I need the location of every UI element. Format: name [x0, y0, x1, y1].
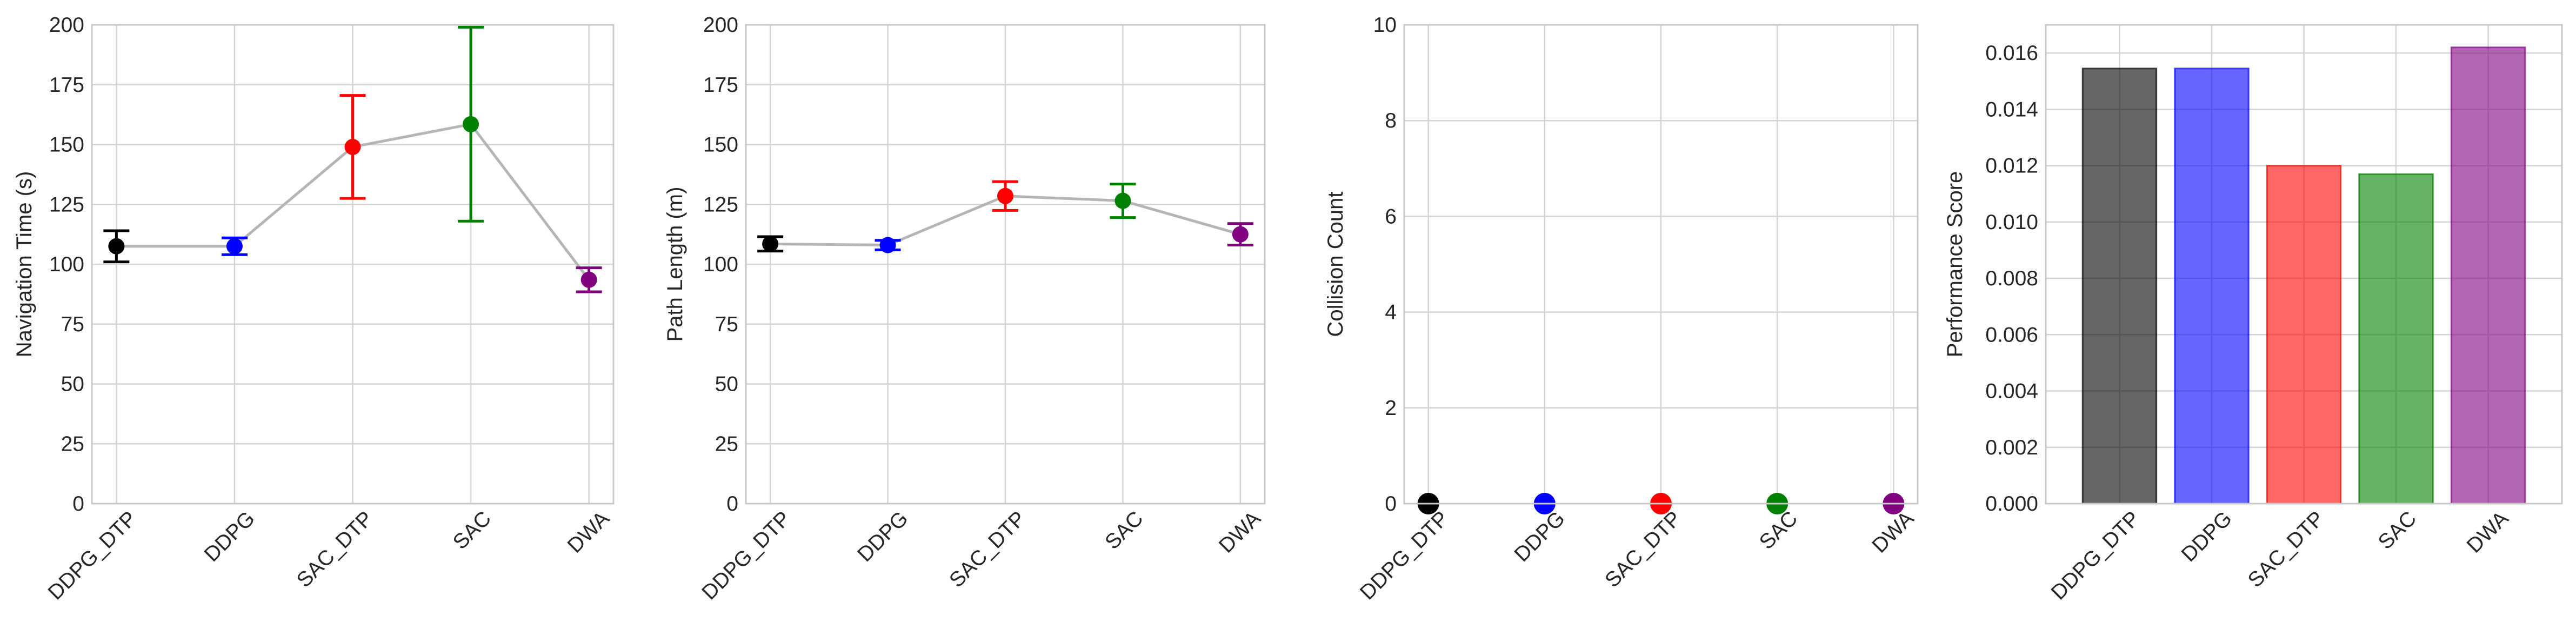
y-tick-label: 150 [703, 133, 738, 157]
bar-dwa [2450, 46, 2526, 505]
data-point-ddpg-dtp [108, 238, 125, 255]
y-tick-label: 0.006 [1985, 323, 2038, 346]
x-tick-label: DDPG_DTP [44, 507, 142, 605]
x-tick-label: DWA [1868, 507, 1919, 558]
y-tick-label: 10 [1373, 14, 1397, 37]
y-tick-label: 50 [715, 373, 738, 396]
y-tick-label: 175 [49, 73, 84, 97]
y-axis-label: Path Length (m) [663, 187, 687, 342]
data-point-dwa [1232, 226, 1249, 243]
data-point-sac [1115, 192, 1131, 209]
y-tick-label: 2 [1385, 397, 1397, 420]
chart-panel-2: 0 25 50 75 100 125 150 175 200 DDPG_DTP DDPG SAC_DT… [663, 14, 1266, 605]
x-tick-label: DDPG_DTP [1356, 507, 1453, 605]
y-tick-label: 0 [726, 492, 738, 516]
y-axis-label: Performance Score [1943, 171, 1967, 358]
x-tick-label: DWA [1214, 507, 1265, 558]
chart-panel-4: 0.000 0.002 0.004 0.006 0.008 0.010 0.012 0.014… [1943, 24, 2563, 605]
x-tick-label: DDPG [853, 507, 912, 566]
x-tick-label: SAC_DTP [292, 507, 378, 592]
data-point-sac-dtp [997, 188, 1013, 204]
y-tick-label: 0.016 [1985, 42, 2038, 65]
x-tick-label: SAC_DTP [1600, 507, 1686, 592]
x-tick-label: SAC_DTP [2244, 507, 2329, 592]
x-tick-label: SAC [2374, 507, 2421, 554]
data-point-ddpg-dtp [762, 236, 779, 252]
x-tick-label: DDPG_DTP [2047, 507, 2145, 605]
x-tick-label: SAC_DTP [945, 507, 1030, 592]
y-tick-label: 200 [49, 14, 84, 37]
bar-ddpg-dtp [2081, 68, 2158, 505]
y-tick-label: 50 [61, 373, 84, 396]
y-tick-label: 0.008 [1985, 267, 2038, 290]
y-tick-label: 125 [49, 193, 84, 216]
axes-frame [2045, 24, 2563, 505]
data-point-ddpg [226, 238, 243, 255]
y-tick-label: 100 [703, 253, 738, 276]
x-tick-label: SAC [449, 507, 496, 554]
y-tick-label: 6 [1385, 205, 1397, 228]
axes-frame [91, 24, 615, 505]
data-point-ddpg [879, 237, 896, 253]
chart-panel-1: 0 25 50 75 100 125 150 175 200 DDPG_DTP DDPG SAC_DT… [12, 14, 615, 605]
x-tick-label: DWA [2462, 507, 2513, 558]
y-axis-label: Navigation Time (s) [12, 171, 36, 358]
x-tick-label: SAC [1100, 507, 1147, 554]
y-tick-label: 175 [703, 73, 738, 97]
bar-ddpg [2174, 68, 2250, 505]
axes-frame [1403, 24, 1919, 505]
y-tick-label: 8 [1385, 109, 1397, 132]
y-tick-label: 0.004 [1985, 380, 2038, 403]
y-tick-label: 0.012 [1985, 155, 2038, 178]
y-tick-label: 200 [703, 14, 738, 37]
y-tick-label: 0 [72, 492, 84, 516]
y-tick-label: 0.014 [1985, 98, 2038, 121]
y-tick-label: 75 [61, 313, 84, 336]
x-tick-label: DDPG [1510, 507, 1570, 566]
y-tick-label: 0 [1385, 492, 1397, 516]
axes-frame [745, 24, 1266, 505]
x-tick-label: DDPG [2177, 507, 2237, 566]
y-axis-label: Collision Count [1324, 191, 1347, 337]
y-tick-label: 0.010 [1985, 211, 2038, 234]
y-tick-label: 25 [61, 432, 84, 456]
y-tick-label: 150 [49, 133, 84, 157]
x-tick-label: DDPG [200, 507, 259, 566]
bar-sac-dtp [2266, 165, 2342, 505]
bar-sac [2358, 173, 2434, 505]
data-point-sac [463, 116, 479, 132]
y-tick-label: 4 [1385, 301, 1397, 324]
y-tick-label: 75 [715, 313, 738, 336]
y-tick-label: 0.002 [1985, 436, 2038, 459]
x-tick-label: DDPG_DTP [698, 507, 796, 605]
y-tick-label: 125 [703, 193, 738, 216]
y-tick-label: 0.000 [1985, 492, 2038, 516]
x-tick-label: DWA [563, 507, 614, 558]
y-tick-label: 100 [49, 253, 84, 276]
data-point-sac-dtp [344, 138, 361, 155]
data-point-dwa [580, 271, 597, 288]
y-tick-label: 25 [715, 432, 738, 456]
